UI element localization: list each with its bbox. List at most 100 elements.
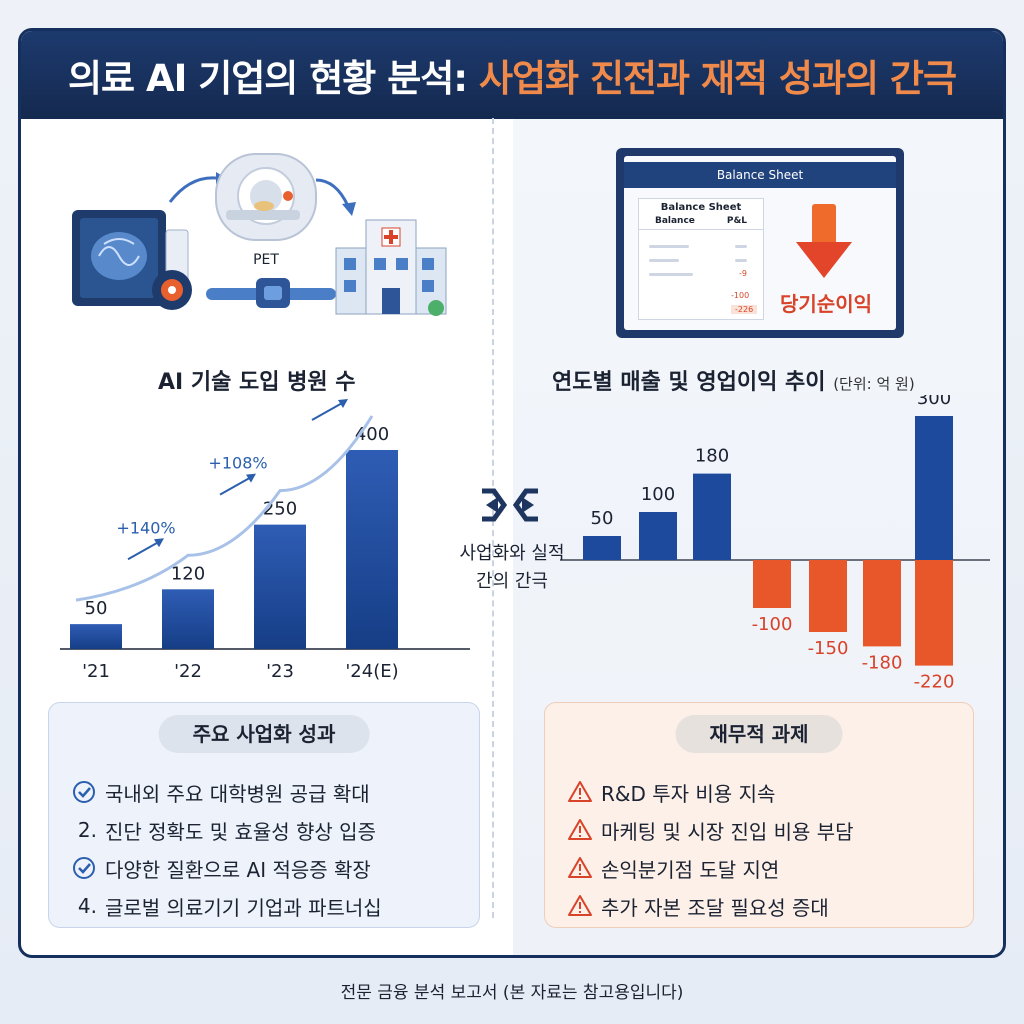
balance-sheet-table: Balance Sheet Balance P&L -9 -100 -226 [638,198,764,320]
revenue-bar [915,416,953,560]
revenue-value-label: 50 [591,508,614,529]
table-line [649,245,689,248]
operating-profit-value-label: -100 [752,614,793,635]
table-line [735,259,747,262]
achievements-box: 주요 사업화 성과 국내외 주요 대학병원 공급 확대 2. 진단 정확도 및 … [48,702,480,928]
medical-illustration: PET [72,153,447,316]
operating-profit-bar [915,560,953,666]
table-line [649,273,693,276]
growth-label: +60% YoY [289,395,370,398]
warning-icon [568,819,592,840]
bar-value-label: 50 [85,598,108,619]
conveyor-icon [206,278,336,308]
bar [254,524,306,649]
net-income-label: 당기순이익 [780,292,872,316]
operating-profit-bar [753,560,791,608]
revenue-bar [693,473,731,560]
list-item: 국내외 주요 대학병원 공급 확대 [49,773,479,811]
item-number: 4. [77,894,97,918]
header-bar: 의료 AI 기업의 현황 분석: 사업화 진전과 재적 성과의 간극 [21,31,1003,119]
balance-sheet-screen: Balance Sheet Balance Sheet Balance P&L … [624,156,896,330]
left-chart-title: AI 기술 도입 병원 수 [158,370,356,395]
challenge-text: 손익분기점 도달 지연 [601,857,780,882]
right-chart-title-text: 연도별 매출 및 영업이익 추이 [552,370,826,395]
arrow-head-icon [342,202,356,216]
challenge-text: 마케팅 및 시장 진입 비용 부담 [601,819,854,844]
check-icon [73,781,95,803]
board-title: Balance Sheet [624,162,896,188]
growth-arrow-head [246,473,256,483]
table-line [649,259,679,262]
pet-scanner-icon [215,153,317,241]
revenue-profit-chart: 50 100 180 300 -100 -150 -180 -220 [560,395,990,693]
pet-label: PET [253,252,279,268]
growth-arrow [311,401,345,421]
list-item: 손익분기점 도달 지연 [545,849,973,887]
x-tick-label: '23 [266,661,294,682]
hospital-icon [335,219,447,316]
table-title: Balance Sheet [660,202,742,213]
table-header-row: Balance P&L [639,213,763,230]
bar-value-label: 120 [171,563,205,584]
bar-value-label: 250 [263,499,297,520]
revenue-bar [639,512,677,560]
warning-icon [568,857,592,878]
page-title: 의료 AI 기업의 현황 분석: 사업화 진전과 재적 성과의 간극 [67,48,957,102]
monitor-icon [72,210,189,306]
list-item: 다양한 질환으로 AI 적응증 확장 [49,849,479,887]
x-tick-label: '21 [82,661,110,682]
down-arrow-icon [796,204,852,278]
operating-profit-value-label: -180 [862,652,903,673]
item-number: 2. [77,818,97,842]
title-part-2: 사업화 진전과 재적 성과의 간극 [478,57,957,100]
title-part-1: 의료 AI 기업의 현황 분석: [67,57,479,100]
revenue-bar [583,536,621,560]
revenue-value-label: 180 [695,446,729,467]
challenges-title: 재무적 과제 [675,715,843,753]
table-col-pl: P&L [726,216,748,226]
gap-arrows-icon [482,488,538,522]
growth-label: +108% [208,454,267,473]
arrow-icon [168,176,217,203]
warning-icon [568,895,592,916]
challenge-text: 추가 자본 조달 필요성 증대 [601,895,829,920]
growth-label: +140% [116,518,175,537]
right-chart-unit: (단위: 억 원) [833,375,915,393]
growth-arrow-head [154,538,164,548]
table-col-balance: Balance [654,216,695,226]
list-item: 4. 글로벌 의료기기 기업과 파트너십 [49,887,479,925]
table-line [735,245,747,248]
operating-profit-value-label: -150 [808,638,849,659]
operating-profit-value-label: -220 [914,672,955,693]
balance-sheet-board: Balance Sheet Balance Sheet Balance P&L … [616,148,904,338]
list-item: R&D 투자 비용 지속 [545,773,973,811]
table-value: -100 [731,291,750,300]
revenue-value-label: 100 [641,484,675,505]
table-value: -9 [739,269,747,278]
achievement-text: 글로벌 의료기기 기업과 파트너십 [105,895,382,920]
growth-arrow [127,540,161,561]
x-tick-label: '22 [174,661,202,682]
operating-profit-bar [809,560,847,632]
bar [162,589,214,649]
achievement-text: 국내외 주요 대학병원 공급 확대 [105,781,370,806]
right-chart-title: 연도별 매출 및 영업이익 추이 (단위: 억 원) [552,364,915,396]
challenges-box: 재무적 과제 R&D 투자 비용 지속 마케팅 및 시장 진입 비용 부담 손익… [544,702,974,928]
footer-note: 전문 금융 분석 보고서 (본 자료는 참고용입니다) [340,983,684,1003]
x-tick-label: '24(E) [345,661,398,682]
revenue-value-label: 300 [917,395,951,409]
gap-label-line2: 간의 간극 [476,571,548,592]
check-icon [73,857,95,879]
list-item: 마케팅 및 시장 진입 비용 부담 [545,811,973,849]
hospital-adoption-chart: 50'21120'22250'23400'24(E)+140%+108%+60%… [60,395,470,682]
gap-label: 사업화와 실적 간의 간극 [436,540,588,596]
growth-arrow [219,475,253,496]
achievement-text: 다양한 질환으로 AI 적응증 확장 [105,857,371,882]
growth-arrow-head [338,399,348,408]
arrow-icon [315,178,350,207]
achievement-text: 진단 정확도 및 효율성 향상 입증 [105,819,376,844]
bar [70,624,122,649]
operating-profit-bar [863,560,901,647]
trend-curve [75,415,374,602]
challenge-text: R&D 투자 비용 지속 [601,781,776,806]
